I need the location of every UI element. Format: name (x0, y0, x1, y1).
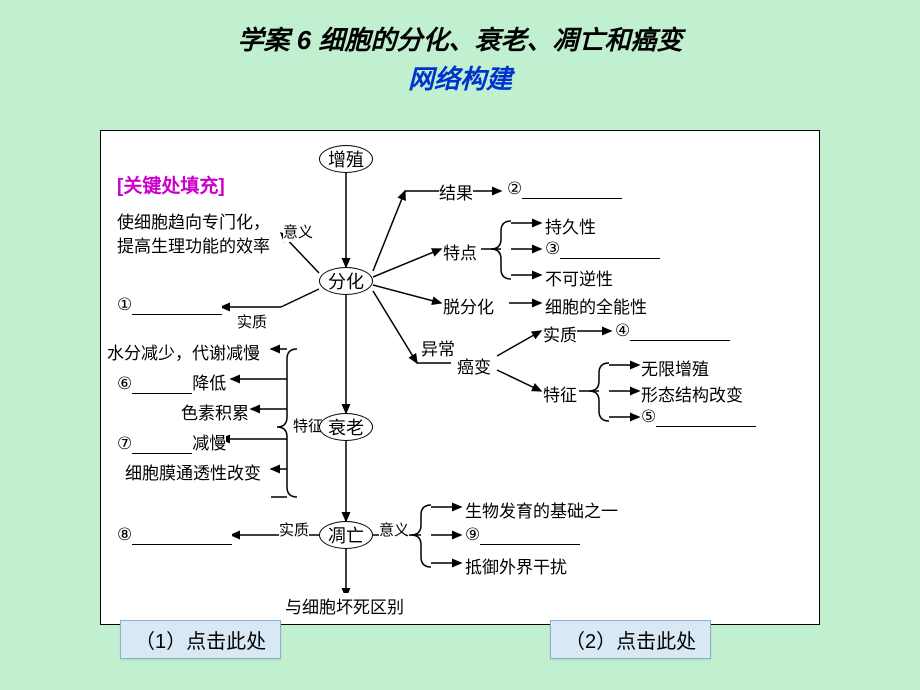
label-right6a: 生物发育的基础之一 (465, 497, 618, 522)
label-left7: 细胞膜通透性改变 (125, 459, 261, 484)
edge-yiyi: 意义 (283, 221, 313, 242)
edge-yiyi2: 意义 (379, 519, 409, 540)
label-right6c: 抵御外界干扰 (465, 553, 567, 578)
edge-shizhi2: 实质 (279, 519, 309, 540)
button-1[interactable]: （1）点击此处 (120, 620, 281, 659)
label-right5c2: 形态结构改变 (641, 381, 743, 406)
label-right3c: 不可逆性 (545, 265, 613, 290)
label-right5: 异常 (421, 335, 455, 360)
label-right4a: 细胞的全能性 (545, 293, 647, 318)
diagram-container: [关键处填充] 增殖 分化 衰老 凋亡 (100, 130, 820, 625)
label-left6: ⑦减慢 (117, 429, 226, 454)
label-left5: 色素积累 (181, 399, 249, 424)
label-right1: 结果 (439, 179, 473, 204)
label-left3: 水分减少，代谢减慢 (107, 339, 260, 364)
label-right3b: ③ (545, 239, 660, 259)
node-diaowang: 凋亡 (319, 521, 373, 549)
label-right5c1: 无限增殖 (641, 355, 709, 380)
edge-shizhi: 实质 (237, 311, 267, 332)
title-sub: 网络构建 (0, 59, 920, 96)
label-right3a: 持久性 (545, 213, 596, 238)
node-fenhua: 分化 (319, 267, 373, 295)
label-right5b: 实质 (543, 321, 577, 346)
label-left8: ⑧ (117, 525, 232, 545)
label-right5c3: ⑤ (641, 407, 756, 427)
label-right6b: ⑨ (465, 525, 580, 545)
label-left4: ⑥降低 (117, 369, 226, 394)
label-right4: 脱分化 (443, 293, 494, 318)
label-right5a: 癌变 (457, 353, 491, 378)
node-zengzhi: 增殖 (319, 145, 373, 173)
label-right3: 特点 (443, 239, 477, 264)
button-2[interactable]: （2）点击此处 (550, 620, 711, 659)
node-shuailao: 衰老 (319, 413, 373, 441)
label-left1: 使细胞趋向专门化， 提高生理功能的效率 (117, 211, 270, 259)
title-main: 学案 6 细胞的分化、衰老、凋亡和癌变 (0, 0, 920, 57)
label-right2: ② (507, 179, 622, 199)
label-right5c: 特征 (543, 381, 577, 406)
label-right5bn: ④ (615, 321, 730, 341)
label-left2: ① (117, 295, 222, 315)
label-bottom: 与细胞坏死区别 (285, 593, 404, 618)
